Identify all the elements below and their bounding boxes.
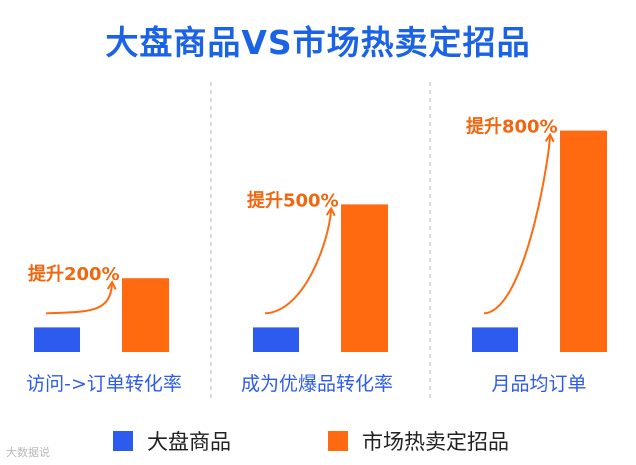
legend-swatch-blue [113, 431, 133, 451]
legend-label: 市场热卖定招品 [362, 430, 509, 454]
category-label: 月品均订单 [491, 373, 586, 395]
bar-hot [122, 278, 169, 352]
growth-label: 提升800% [466, 116, 558, 138]
growth-label: 提升500% [247, 189, 339, 211]
legend-item-baseline: 大盘商品 [113, 428, 231, 454]
legend-label: 大盘商品 [147, 430, 231, 454]
growth-label: 提升200% [28, 263, 120, 285]
legend-item-hot: 市场热卖定招品 [328, 428, 509, 454]
bar-baseline [34, 327, 80, 352]
bar-baseline [472, 327, 518, 352]
watermark: 大数据说 [6, 446, 50, 459]
growth-arrow [45, 284, 112, 315]
legend-swatch-orange [328, 431, 348, 451]
bar-hot [560, 130, 607, 352]
category-label: 成为优爆品转化率 [241, 373, 393, 395]
growth-arrow [264, 210, 331, 315]
chart-title: 大盘商品VS市场热卖定招品 [105, 23, 531, 62]
growth-arrow [483, 137, 550, 315]
category-label: 访问->订单转化率 [26, 373, 182, 395]
bar-baseline [253, 327, 299, 352]
bar-hot [341, 204, 388, 352]
